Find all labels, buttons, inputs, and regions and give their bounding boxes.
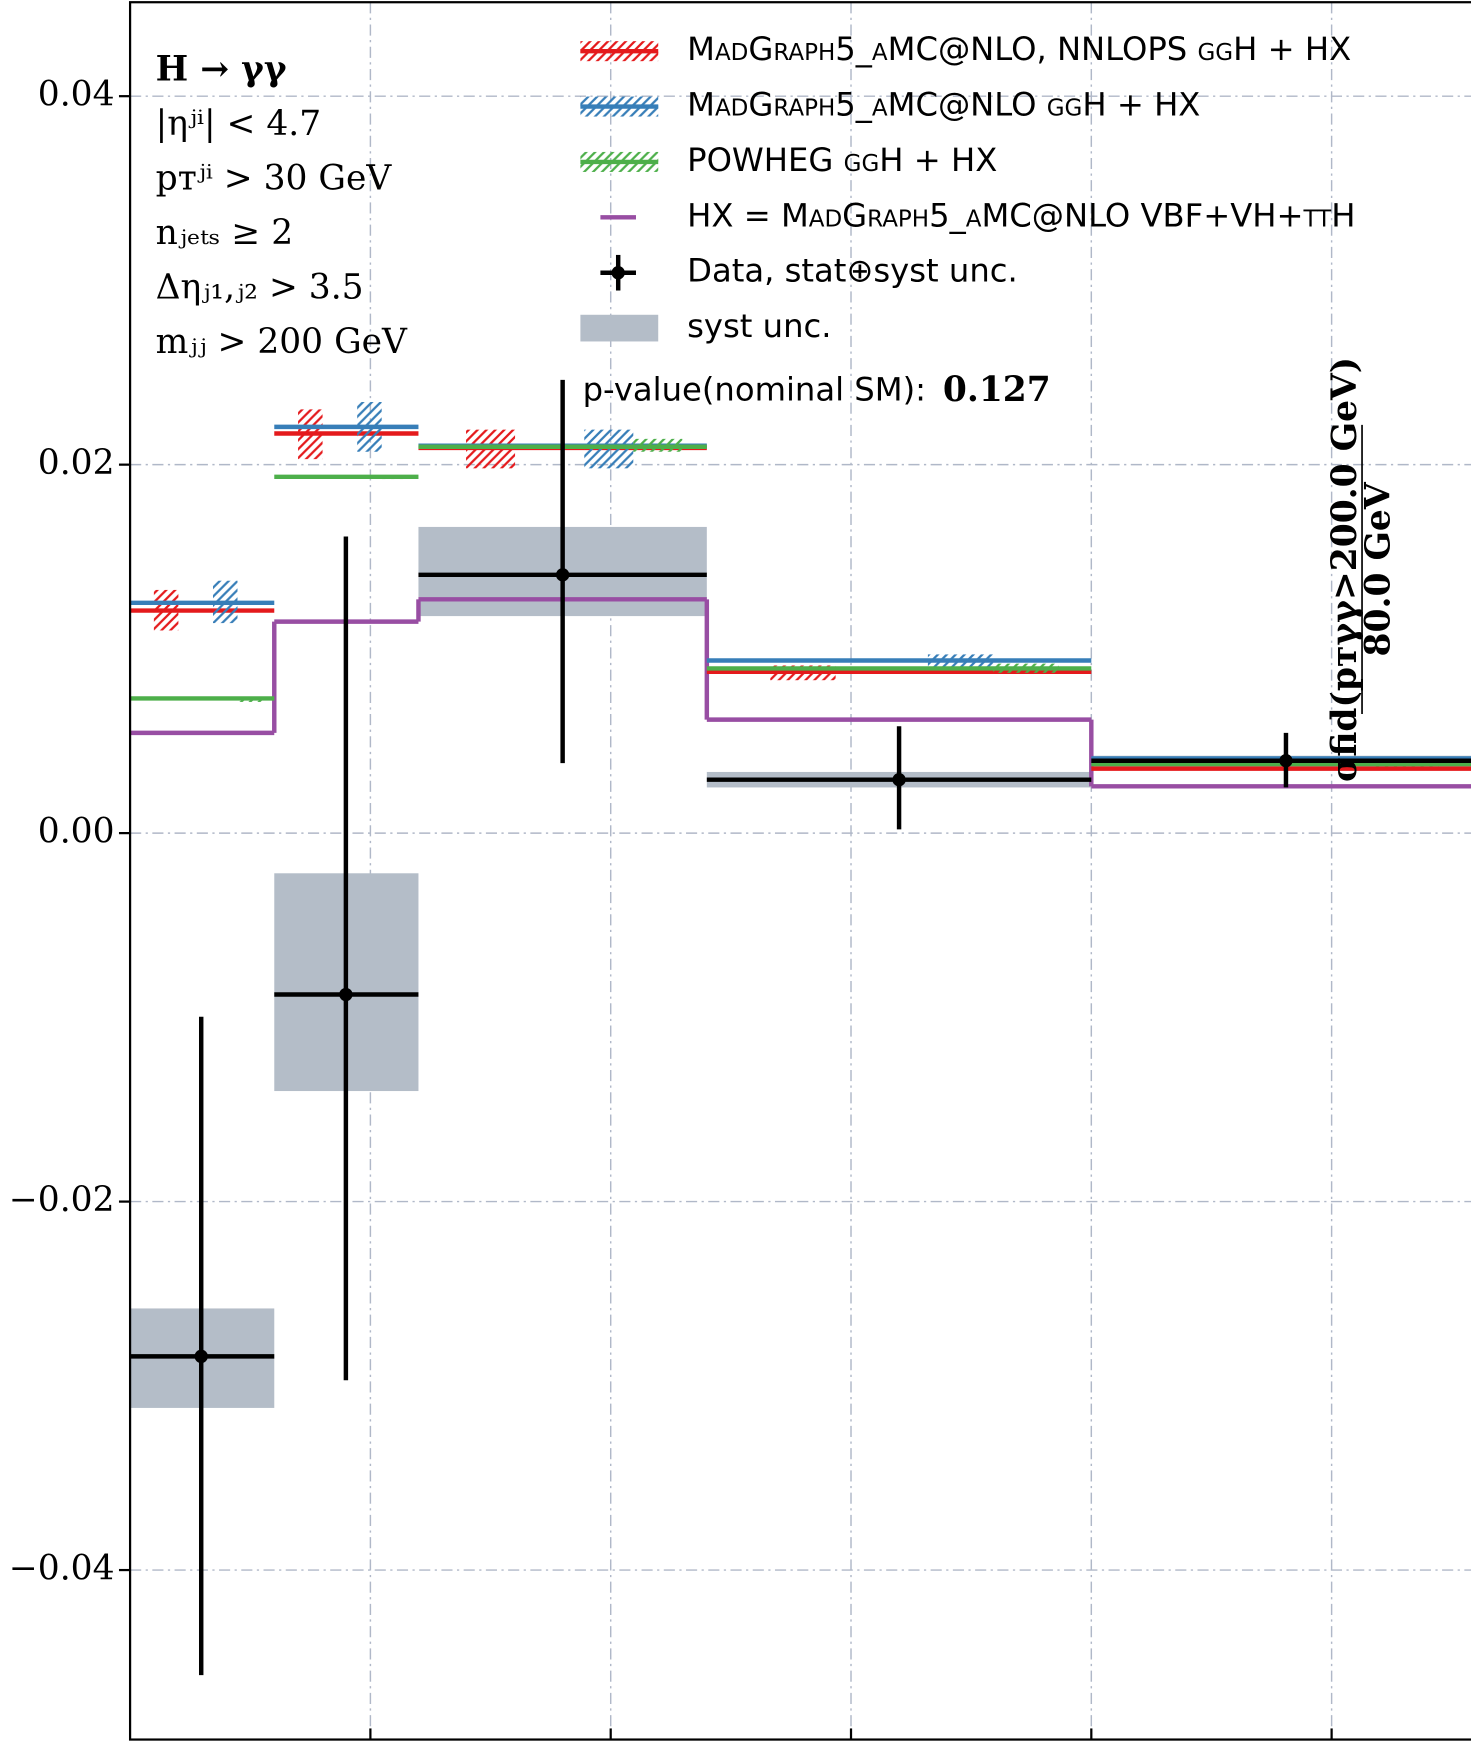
- y-tick-label: 0.02: [38, 443, 115, 483]
- legend-label: Data, stat⊕syst unc.: [687, 252, 1018, 290]
- annotation: pᴛʲⁱ > 30 GeV: [156, 159, 393, 199]
- annotation: nⱼₑₜₛ ≥ 2: [156, 213, 293, 253]
- y-tick-label: 0.04: [38, 75, 115, 115]
- annotation: Δηⱼ₁,ⱼ₂ > 3.5: [156, 268, 364, 308]
- ggh-unc: [633, 438, 683, 452]
- data-point: [892, 773, 906, 787]
- side-label-den: 80.0 GeV: [1358, 481, 1398, 656]
- ggh-unc: [212, 580, 238, 624]
- legend-swatch: [611, 266, 625, 280]
- legend-label: POWHEG ggH + HX: [687, 141, 997, 179]
- pvalue: 0.127: [943, 370, 1051, 410]
- data-point: [339, 987, 353, 1002]
- ggh-unc: [381, 475, 407, 480]
- legend-label: MadGraph5_aMC@NLO, NNLOPS ggH + HX: [687, 30, 1351, 68]
- side-label-num: σfid(pᴛγγ>200.0 GeV): [1325, 357, 1365, 782]
- y-tick-label: −0.02: [9, 1180, 115, 1220]
- data-point: [194, 1349, 208, 1364]
- data-point: [555, 568, 570, 582]
- side-label: σfid(pᴛγγ>200.0 GeV) 80.0 GeV: [1325, 357, 1398, 782]
- pvalue-label: p-value(nominal SM):: [583, 371, 926, 409]
- annotation: H → γγ: [156, 50, 287, 90]
- legend-label: syst unc.: [687, 307, 831, 345]
- y-tick-label: −0.04: [9, 1549, 115, 1589]
- plot-frame: [128, 1, 1471, 1741]
- legend-label: HX = MadGraph5_aMC@NLO VBF+VH+ttH: [687, 196, 1355, 234]
- ggh-unc: [927, 654, 994, 670]
- legend-swatch: [580, 314, 659, 342]
- ggh-unc: [357, 402, 382, 452]
- annotation: mⱼⱼ > 200 GeV: [156, 322, 408, 362]
- ggh-unc: [993, 663, 1059, 673]
- ggh-unc: [153, 589, 179, 631]
- legend-label: MadGraph5_aMC@NLO ggH + HX: [687, 86, 1200, 124]
- y-tick-label: 0.00: [38, 812, 115, 852]
- data-point: [1279, 754, 1293, 768]
- ggh-unc: [237, 698, 263, 702]
- ggh-unc: [298, 409, 323, 460]
- ggh-unc: [1153, 766, 1219, 771]
- ggh-unc: [1374, 763, 1439, 767]
- annotation: |ηʲⁱ| < 4.7: [156, 104, 322, 144]
